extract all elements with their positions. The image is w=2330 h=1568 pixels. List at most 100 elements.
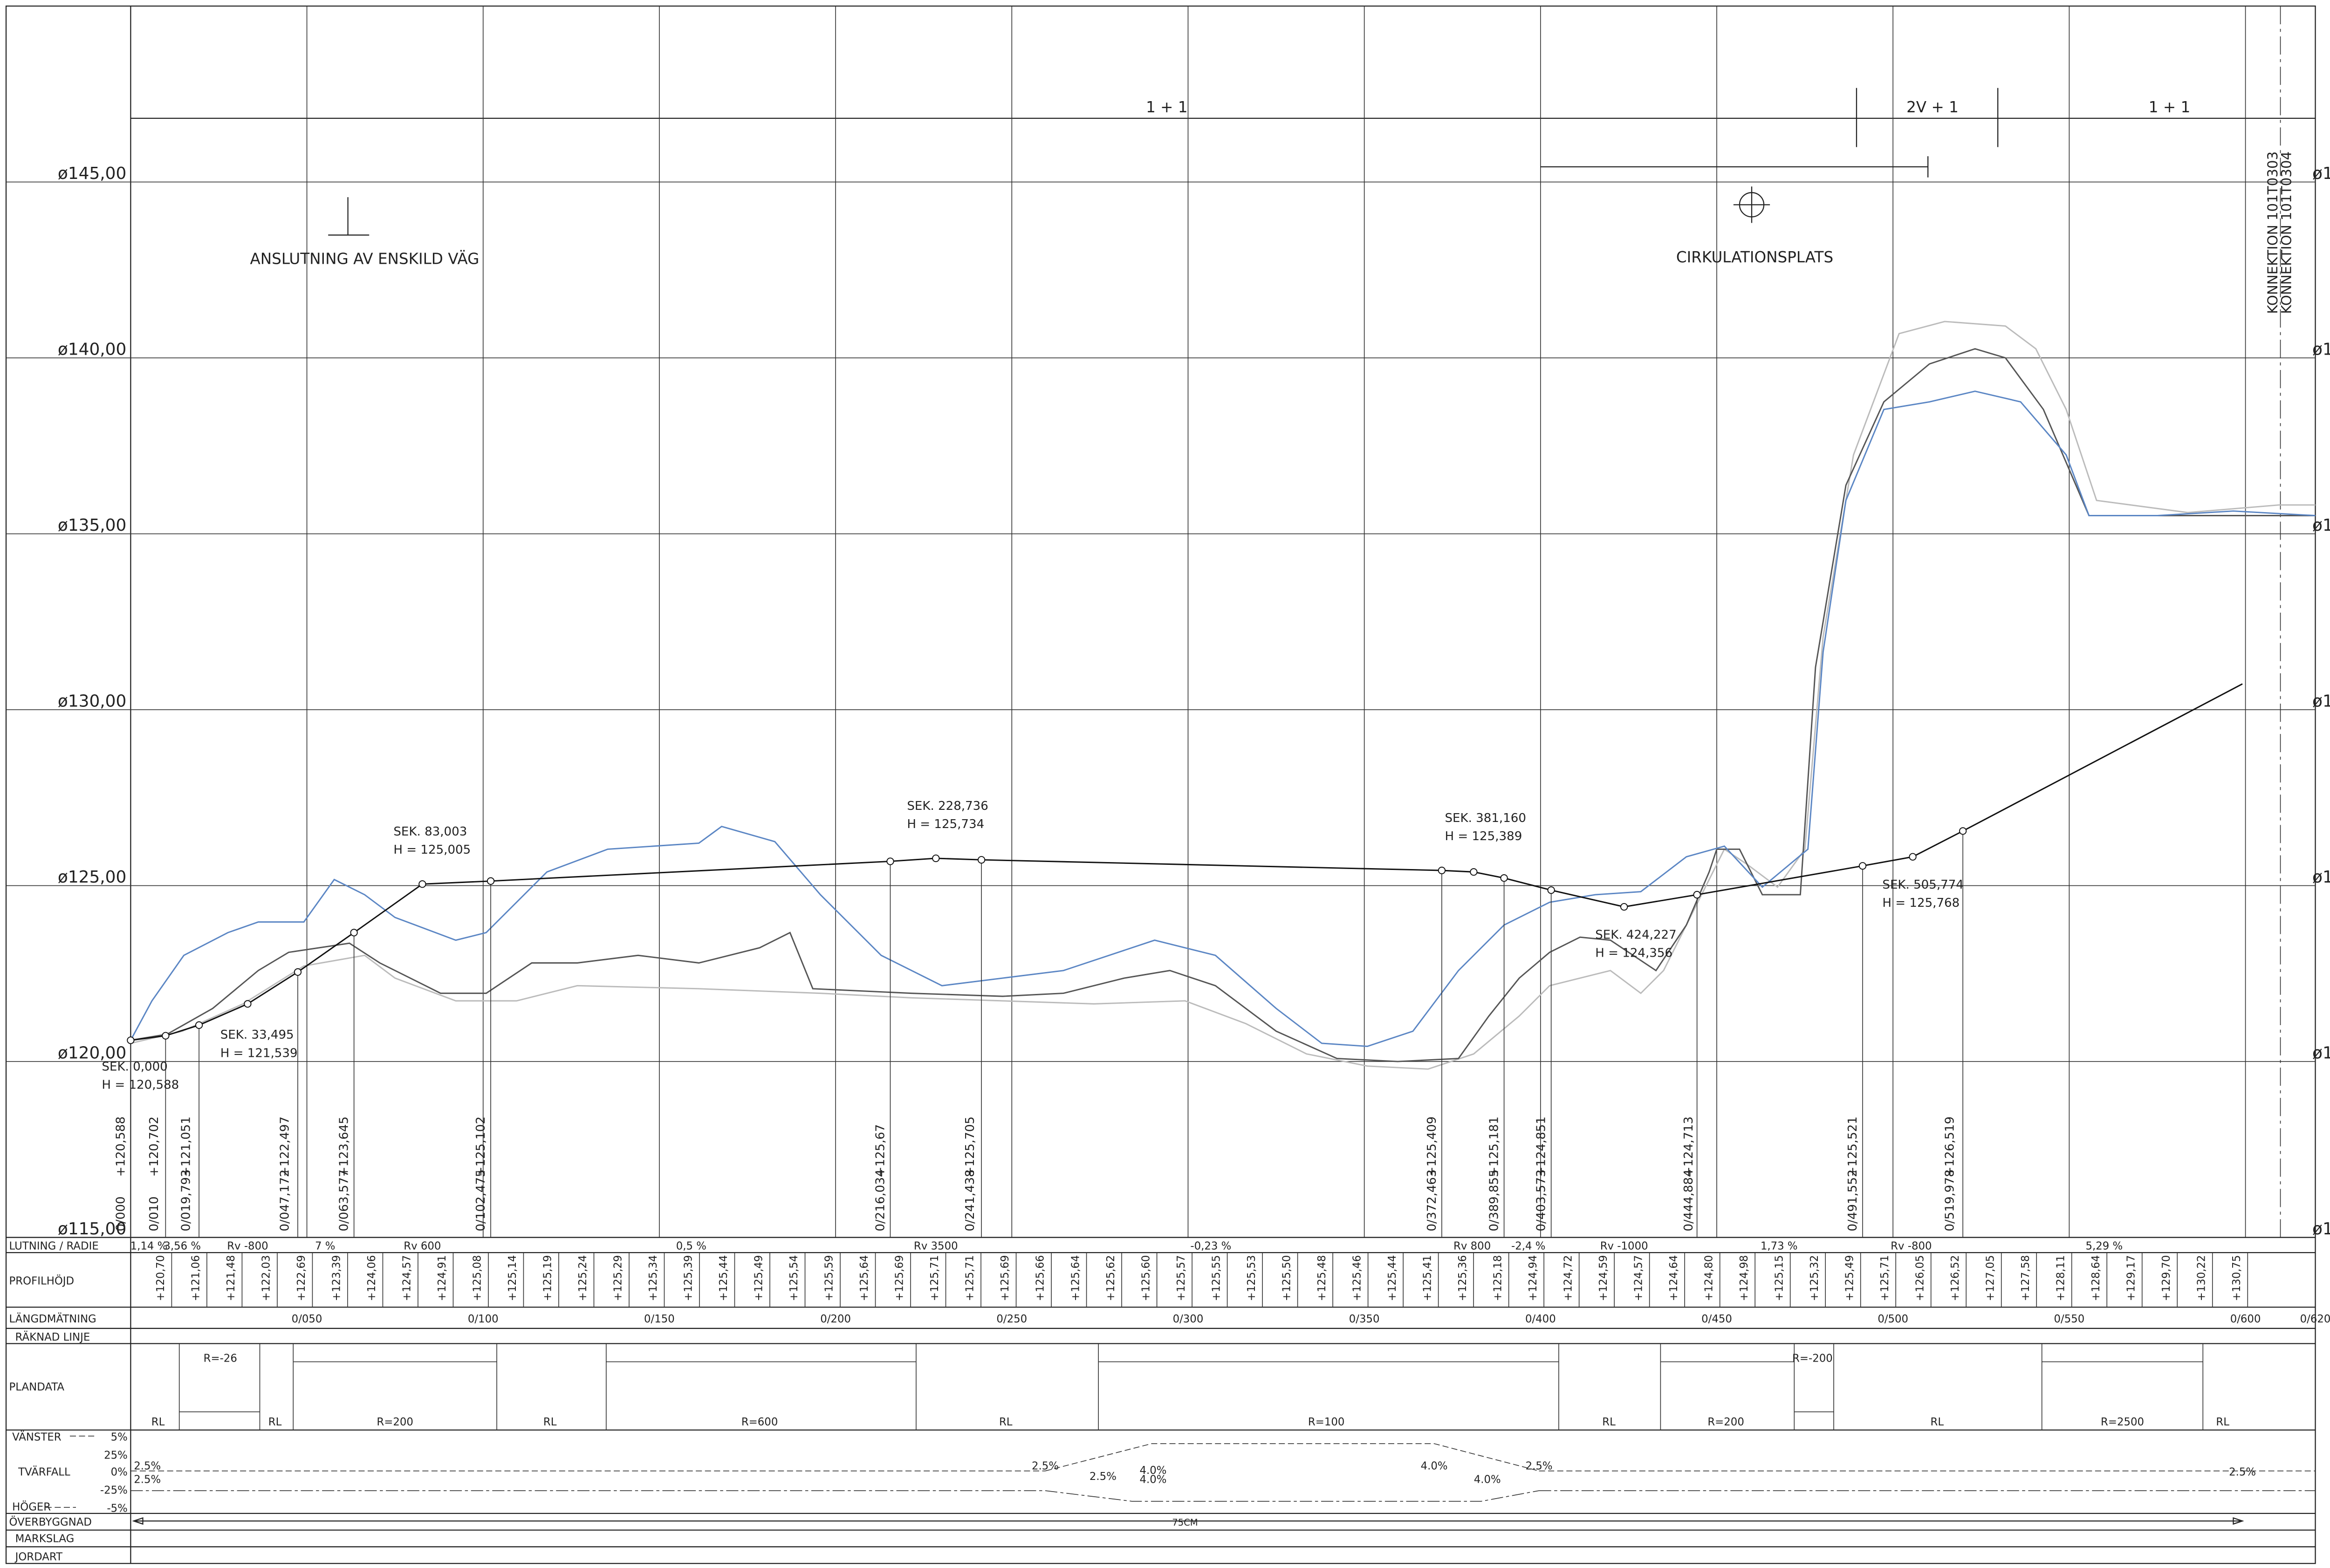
- profile-height: +124,57: [401, 1255, 413, 1301]
- profile-height: +124,94: [1527, 1255, 1539, 1301]
- profile-point: [1959, 827, 1967, 835]
- elevation-label: ø130,00: [2312, 692, 2330, 711]
- cross-slope-label: 4.0%: [1140, 1474, 1167, 1486]
- gradient-label: Rv 800: [1453, 1240, 1491, 1253]
- profile-height: +125,55: [1210, 1255, 1222, 1301]
- section-label: SEK. 228,736: [907, 799, 988, 813]
- zone-label: 2V + 1: [1906, 98, 1959, 116]
- profile-height: +125,48: [1316, 1255, 1328, 1301]
- cross-slope-label: 2.5%: [1090, 1471, 1117, 1483]
- point-station: 0/389,855: [1487, 1170, 1501, 1232]
- profile-height: +125,71: [964, 1255, 976, 1301]
- plandata-label: R=600: [741, 1416, 778, 1428]
- profile-height: +123,39: [331, 1255, 343, 1301]
- profile-height: +125,59: [823, 1255, 836, 1301]
- section-label: SEK. 505,774: [1882, 878, 1964, 892]
- profile-height: +125,64: [858, 1255, 870, 1301]
- section-label: SEK. 0,000: [102, 1060, 167, 1074]
- overbyggnad-label: 75CM: [1172, 1517, 1198, 1528]
- elevation-label: ø115,00: [2312, 1219, 2330, 1239]
- gradient-label: Rv 600: [404, 1240, 441, 1253]
- profile-point: [1470, 868, 1478, 876]
- profile-height: +125,14: [507, 1255, 519, 1301]
- connection-label: KONNEKTION 101T0303: [2265, 151, 2281, 314]
- point-height: +122,497: [278, 1116, 292, 1177]
- cross-slope-label: 2.5%: [1032, 1460, 1059, 1472]
- scale-label: 0%: [111, 1466, 128, 1479]
- profile-height: +125,60: [1140, 1255, 1152, 1301]
- overbyggnad-arrow: [132, 1517, 2244, 1525]
- row-header: VÄNSTER: [12, 1431, 62, 1444]
- profile-height: +124,64: [1668, 1255, 1680, 1301]
- profile-point: [1693, 890, 1701, 899]
- elevation-label: ø145,00: [2312, 164, 2330, 183]
- profile-height: +125,08: [472, 1255, 484, 1301]
- point-height: +125,705: [963, 1116, 977, 1177]
- station-label: 0/050: [292, 1313, 322, 1325]
- row-header: ÖVERBYGGNAD: [9, 1515, 92, 1528]
- point-height: +121,051: [179, 1116, 193, 1177]
- profile-height: +125,19: [542, 1255, 554, 1301]
- station-label: 0/200: [820, 1313, 851, 1325]
- profile-height: +125,64: [1069, 1255, 1082, 1301]
- row-header: JORDART: [14, 1551, 63, 1563]
- elevation-label: ø125,00: [2312, 868, 2330, 887]
- point-station: 0/491,552: [1846, 1170, 1860, 1232]
- profile-point: [1547, 886, 1555, 894]
- point-station: 0/403,573: [1535, 1170, 1549, 1232]
- elevation-label: ø120,00: [2312, 1044, 2330, 1063]
- profile-point: [350, 929, 358, 937]
- profile-height: +124,80: [1703, 1255, 1715, 1301]
- profile-height: +125,41: [1421, 1255, 1433, 1301]
- point-station: 0/000: [114, 1197, 128, 1232]
- profile-height: +125,49: [753, 1255, 765, 1301]
- profile-height: +126,52: [1949, 1255, 1961, 1301]
- profile-height: +122,03: [260, 1255, 273, 1301]
- profile-height: +129,70: [2160, 1255, 2172, 1301]
- plandata-label: RL: [1930, 1416, 1944, 1428]
- profile-point: [127, 1036, 135, 1044]
- station-label: 0/100: [468, 1313, 499, 1325]
- station-label: 0/550: [2054, 1313, 2085, 1325]
- elevation-label: ø135,00: [2312, 516, 2330, 535]
- plandata-label: RL: [1602, 1416, 1616, 1428]
- profile-height: +125,24: [577, 1255, 589, 1301]
- profile-height: +125,44: [718, 1255, 730, 1301]
- plandata-label: R=100: [1308, 1416, 1345, 1428]
- section-height: H = 124,356: [1595, 946, 1672, 960]
- profile-height: +127,05: [1984, 1255, 1996, 1301]
- profile-point: [418, 880, 426, 888]
- profile-height: +125,36: [1457, 1255, 1469, 1301]
- gradient-label: 5,29 %: [2086, 1240, 2123, 1253]
- cross-slope-label: 2.5%: [2229, 1466, 2256, 1479]
- section-height: H = 125,734: [907, 817, 984, 831]
- profile-point: [1500, 874, 1508, 882]
- point-height: +123,645: [337, 1116, 351, 1177]
- plandata-label: R=-200: [1792, 1352, 1833, 1364]
- profile-height: +126,05: [1914, 1255, 1926, 1301]
- profile-height: +127,58: [2020, 1255, 2032, 1301]
- point-station: 0/372,463: [1425, 1170, 1439, 1232]
- row-header: MARKSLAG: [15, 1533, 75, 1545]
- profile-height: +124,57: [1632, 1255, 1645, 1301]
- profile-height: +124,59: [1597, 1255, 1610, 1301]
- profile-height: +124,06: [366, 1255, 378, 1301]
- profile-point: [977, 856, 986, 864]
- hoger-line: [130, 1490, 2316, 1502]
- zone-label: 1 + 1: [1146, 98, 1188, 116]
- zone-label: 1 + 1: [2149, 98, 2191, 116]
- profile-height: +125,46: [1351, 1255, 1363, 1301]
- elevation-label: ø145,00: [58, 164, 126, 183]
- profile-height: +124,72: [1562, 1255, 1574, 1301]
- station-grid: [306, 6, 2246, 1238]
- section-height: H = 121,539: [220, 1046, 298, 1060]
- point-station: 0/216,034: [873, 1170, 887, 1232]
- station-label: 0/600: [2230, 1313, 2261, 1325]
- profile-height: +125,71: [929, 1255, 941, 1301]
- cross-slope-label: 2.5%: [134, 1474, 161, 1486]
- plandata-label: R=200: [1707, 1416, 1744, 1428]
- elevation-label: ø125,00: [58, 868, 126, 887]
- cross-slope-label: 2.5%: [134, 1460, 161, 1472]
- profile-point: [195, 1021, 203, 1029]
- profile-height: +125,34: [647, 1255, 659, 1301]
